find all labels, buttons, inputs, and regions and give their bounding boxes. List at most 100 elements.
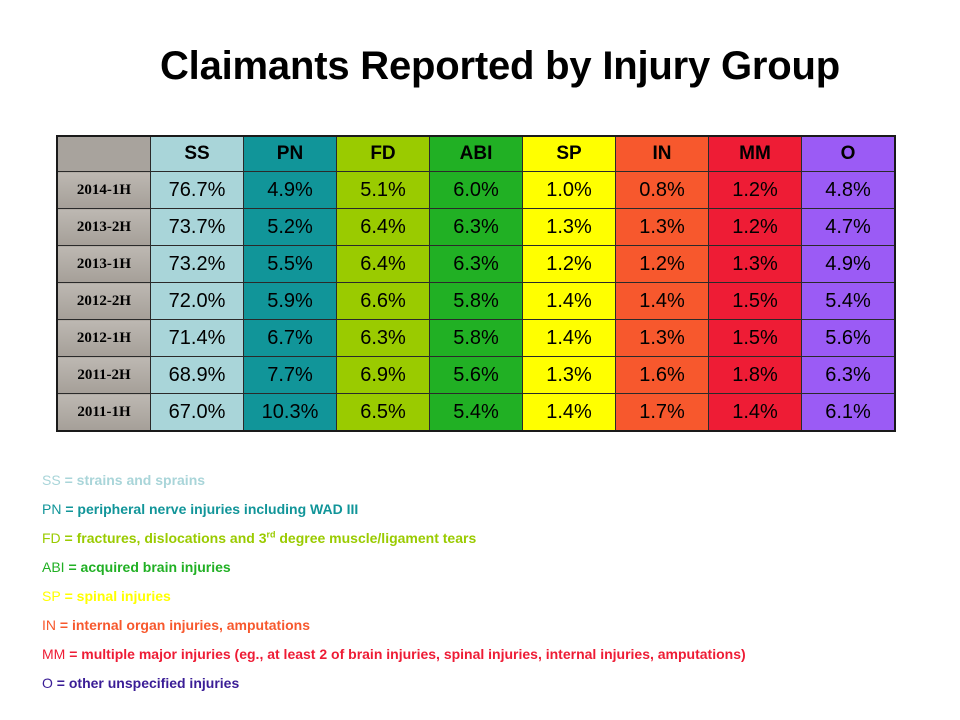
cell-fd: 6.4% — [336, 245, 430, 283]
table-row: 2012-1H 71.4% 6.7% 6.3% 5.8% 1.4% 1.3% 1.5% 5.6% — [56, 319, 896, 357]
column-header-sp: SP — [522, 135, 616, 172]
cell-in: 1.4% — [615, 282, 709, 320]
legend-text: internal organ injuries, amputations — [71, 617, 311, 633]
row-label: 2012-1H — [56, 319, 151, 357]
legend-separator: = — [56, 617, 72, 633]
corner-cell — [56, 135, 151, 172]
row-label: 2013-2H — [56, 208, 151, 246]
column-header-in: IN — [615, 135, 709, 172]
cell-ss: 68.9% — [150, 356, 244, 394]
cell-sp: 1.2% — [522, 245, 616, 283]
cell-in: 1.7% — [615, 393, 709, 432]
cell-fd: 6.5% — [336, 393, 430, 432]
column-header-abi: ABI — [429, 135, 523, 172]
legend-abbr: ABI — [42, 559, 65, 575]
legend-superscript: rd — [266, 529, 276, 540]
cell-mm: 1.5% — [708, 282, 802, 320]
cell-mm: 1.2% — [708, 208, 802, 246]
legend-abbr: SS — [42, 472, 61, 488]
table-body: 2014-1H 76.7% 4.9% 5.1% 6.0% 1.0% 0.8% 1.2% 4.8%… — [56, 171, 896, 432]
table-row: 2011-2H 68.9% 7.7% 6.9% 5.6% 1.3% 1.6% 1.8% 6.3% — [56, 356, 896, 394]
legend-separator: = — [52, 675, 69, 691]
legend-abbr: FD — [42, 530, 61, 546]
cell-o: 4.8% — [801, 171, 896, 209]
cell-mm: 1.4% — [708, 393, 802, 432]
legend-abbr: SP — [42, 588, 61, 604]
cell-pn: 10.3% — [243, 393, 337, 432]
legend-abbr: IN — [42, 617, 56, 633]
cell-in: 1.6% — [615, 356, 709, 394]
cell-ss: 76.7% — [150, 171, 244, 209]
legend-text: strains and sprains — [76, 472, 206, 488]
cell-mm: 1.3% — [708, 245, 802, 283]
row-label: 2011-1H — [56, 393, 151, 432]
cell-mm: 1.8% — [708, 356, 802, 394]
cell-pn: 4.9% — [243, 171, 337, 209]
cell-sp: 1.4% — [522, 282, 616, 320]
legend-text: fractures, dislocations and 3 — [76, 530, 267, 546]
column-header-fd: FD — [336, 135, 430, 172]
cell-in: 1.3% — [615, 208, 709, 246]
column-header-pn: PN — [243, 135, 337, 172]
legend-item-in: IN = internal organ injuries, amputation… — [42, 615, 942, 644]
table-row: 2012-2H 72.0% 5.9% 6.6% 5.8% 1.4% 1.4% 1.5% 5.4% — [56, 282, 896, 320]
legend-separator: = — [65, 646, 82, 662]
legend-separator: = — [64, 559, 81, 575]
legend-abbr: MM — [42, 646, 66, 662]
cell-abi: 6.3% — [429, 245, 523, 283]
column-header-ss: SS — [150, 135, 244, 172]
cell-fd: 6.3% — [336, 319, 430, 357]
legend-separator: = — [60, 472, 77, 488]
cell-sp: 1.4% — [522, 319, 616, 357]
legend-item-pn: PN = peripheral nerve injuries including… — [42, 499, 942, 528]
cell-pn: 5.9% — [243, 282, 337, 320]
legend-item-abi: ABI = acquired brain injuries — [42, 557, 942, 586]
cell-fd: 6.6% — [336, 282, 430, 320]
legend-text: other unspecified injuries — [68, 675, 240, 691]
legend-text: peripheral nerve injuries including WAD … — [77, 501, 359, 517]
column-header-mm: MM — [708, 135, 802, 172]
legend-abbr: PN — [42, 501, 62, 517]
cell-ss: 71.4% — [150, 319, 244, 357]
cell-abi: 5.4% — [429, 393, 523, 432]
cell-sp: 1.0% — [522, 171, 616, 209]
cell-ss: 72.0% — [150, 282, 244, 320]
table-row: 2014-1H 76.7% 4.9% 5.1% 6.0% 1.0% 0.8% 1.2% 4.8% — [56, 171, 896, 209]
column-header-o: O — [801, 135, 896, 172]
cell-o: 4.7% — [801, 208, 896, 246]
cell-in: 1.2% — [615, 245, 709, 283]
cell-sp: 1.3% — [522, 208, 616, 246]
cell-abi: 6.3% — [429, 208, 523, 246]
legend-item-sp: SP = spinal injuries — [42, 586, 942, 615]
cell-pn: 5.5% — [243, 245, 337, 283]
cell-sp: 1.3% — [522, 356, 616, 394]
legend-item-mm: MM = multiple major injuries (eg., at le… — [42, 644, 942, 673]
legend-item-ss: SS = strains and sprains — [42, 470, 942, 499]
legend-text: spinal injuries — [76, 588, 171, 604]
injury-group-table: SS PN FD ABI SP IN MM O 2014-1H 76.7% 4.9% 5.1% 6.0… — [56, 135, 896, 432]
legend-separator: = — [61, 501, 78, 517]
legend-separator: = — [60, 588, 77, 604]
legend-text: multiple major injuries (eg., at least 2… — [81, 646, 746, 662]
cell-fd: 5.1% — [336, 171, 430, 209]
legend: SS = strains and sprains PN = peripheral … — [42, 470, 942, 702]
cell-in: 0.8% — [615, 171, 709, 209]
cell-ss: 73.7% — [150, 208, 244, 246]
table-row: 2011-1H 67.0% 10.3% 6.5% 5.4% 1.4% 1.7% 1.4% 6.1… — [56, 393, 896, 432]
table-row: 2013-2H 73.7% 5.2% 6.4% 6.3% 1.3% 1.3% 1.2% 4.7% — [56, 208, 896, 246]
row-label: 2013-1H — [56, 245, 151, 283]
cell-abi: 6.0% — [429, 171, 523, 209]
header-row: SS PN FD ABI SP IN MM O — [56, 135, 896, 172]
cell-pn: 7.7% — [243, 356, 337, 394]
cell-pn: 6.7% — [243, 319, 337, 357]
cell-in: 1.3% — [615, 319, 709, 357]
cell-o: 5.4% — [801, 282, 896, 320]
legend-text-after: degree muscle/ligament tears — [275, 530, 477, 546]
cell-abi: 5.6% — [429, 356, 523, 394]
legend-abbr: O — [42, 675, 53, 691]
row-label: 2012-2H — [56, 282, 151, 320]
cell-ss: 73.2% — [150, 245, 244, 283]
cell-o: 6.3% — [801, 356, 896, 394]
cell-abi: 5.8% — [429, 319, 523, 357]
legend-text: acquired brain injuries — [80, 559, 231, 575]
